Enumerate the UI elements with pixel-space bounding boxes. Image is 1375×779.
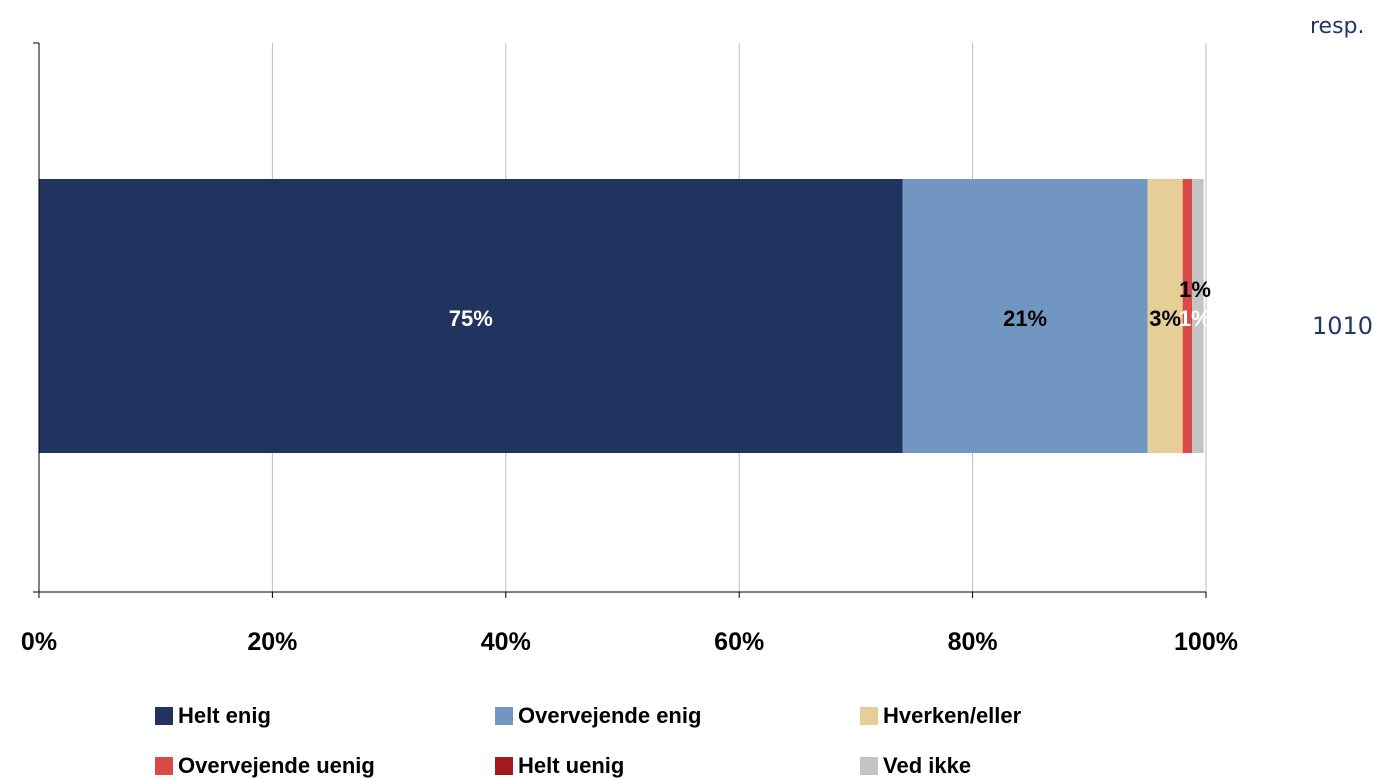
legend-item: Overvejende enig [495,703,701,729]
bar-segment-ved-ikke [1191,179,1204,453]
legend-label: Overvejende uenig [178,753,375,778]
legend-swatch [495,757,513,775]
bar-segment-overvejende-enig [902,179,1148,453]
legend-item: Hverken/eller [860,703,1021,729]
bar-stack [39,179,1204,453]
legend-swatch [860,757,878,775]
resp-header: resp. [1310,14,1365,39]
data-label-hverken-eller: 3% [1149,306,1181,331]
data-label-overvejende-uenig: 1% [1179,277,1211,302]
bar-segment-overvejende-uenig [1182,179,1192,453]
bar-segment-helt-enig [39,179,903,453]
stacked-bar-chart: 0% 20% 40% 60% 80% 100% 75% 21% 3%1%1% [21,42,1238,656]
legend-item: Overvejende uenig [155,753,375,779]
x-tick-label: 60% [714,628,764,656]
x-tick-label: 100% [1174,628,1238,656]
legend-item: Helt uenig [495,753,624,779]
legend-label: Hverken/eller [883,703,1022,728]
legend-swatch [860,707,878,725]
legend-item: Ved ikke [860,753,971,779]
legend-label: Helt enig [178,703,271,728]
data-label-overvejende-enig: 21% [1003,306,1047,331]
axis: 0% 20% 40% 60% 80% 100% [21,42,1238,656]
x-tick-label: 40% [481,628,531,656]
legend-label: Ved ikke [883,753,972,778]
legend-swatch [155,757,173,775]
legend-swatch [155,707,173,725]
legend-item: Helt enig [155,703,271,729]
x-tick-label: 80% [948,628,998,656]
x-tick-label: 0% [21,628,57,656]
legend-label: Helt uenig [518,753,625,778]
bar-segment-hverken-eller [1147,179,1183,453]
legend-label: Overvejende enig [518,703,702,728]
data-labels: 75% 21% 3%1%1% [449,277,1211,331]
resp-count: 1010 [1312,312,1374,340]
x-tick-label: 20% [247,628,297,656]
legend-swatch [495,707,513,725]
data-label-ved-ikke: 1% [1179,306,1211,331]
data-label-helt-enig: 75% [449,306,493,331]
